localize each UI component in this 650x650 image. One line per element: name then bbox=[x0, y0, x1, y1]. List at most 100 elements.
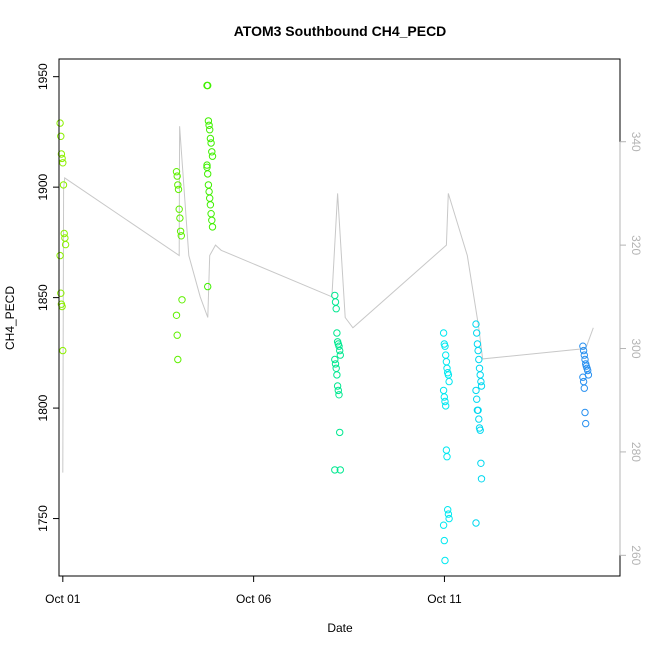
data-point bbox=[206, 194, 214, 202]
data-point bbox=[172, 311, 181, 319]
plot-frame bbox=[58, 58, 621, 577]
data-point bbox=[442, 402, 450, 410]
data-point bbox=[208, 223, 217, 231]
data-point bbox=[582, 419, 590, 428]
data-point bbox=[57, 289, 65, 297]
series-line bbox=[62, 126, 594, 473]
data-point bbox=[579, 342, 587, 350]
data-point bbox=[443, 453, 451, 461]
data-point bbox=[204, 170, 212, 178]
data-point bbox=[444, 506, 452, 514]
data-point bbox=[580, 351, 588, 359]
data-point bbox=[172, 168, 181, 176]
data-point bbox=[335, 391, 343, 399]
right-tick-label: 320 bbox=[629, 235, 643, 255]
plot-border bbox=[58, 58, 621, 577]
data-point bbox=[206, 126, 214, 134]
line-layer bbox=[62, 126, 594, 473]
data-point bbox=[445, 514, 453, 523]
data-point bbox=[477, 382, 486, 390]
data-point bbox=[579, 377, 588, 386]
left-tick-label: 1800 bbox=[36, 394, 50, 421]
data-point bbox=[173, 172, 181, 180]
data-point bbox=[59, 346, 67, 355]
data-point bbox=[579, 373, 587, 381]
data-point bbox=[61, 234, 69, 242]
data-point bbox=[579, 346, 588, 355]
data-point bbox=[444, 510, 453, 518]
data-point bbox=[208, 148, 216, 156]
data-point bbox=[442, 351, 450, 359]
data-point bbox=[208, 216, 216, 225]
data-point bbox=[442, 446, 451, 454]
data-point bbox=[178, 296, 186, 304]
right-tick-label: 280 bbox=[629, 442, 643, 462]
right-tick-label: 340 bbox=[629, 132, 643, 152]
data-point bbox=[472, 519, 480, 527]
bottom-axis: Oct 01 Oct 06 Oct 11 bbox=[45, 575, 462, 606]
data-point bbox=[336, 346, 344, 355]
data-point bbox=[331, 360, 340, 368]
data-point bbox=[331, 291, 339, 300]
data-point bbox=[332, 364, 340, 372]
data-point bbox=[177, 232, 186, 240]
data-point bbox=[57, 150, 66, 158]
data-point bbox=[61, 240, 70, 249]
data-point bbox=[333, 371, 341, 379]
data-point bbox=[476, 371, 484, 379]
data-point bbox=[584, 366, 592, 375]
data-point bbox=[441, 397, 449, 406]
right-tick-label: 300 bbox=[629, 339, 643, 359]
data-point bbox=[473, 340, 482, 348]
data-point bbox=[204, 81, 212, 90]
data-point bbox=[204, 117, 213, 125]
data-point bbox=[472, 386, 480, 395]
data-point bbox=[332, 305, 340, 313]
data-point bbox=[473, 329, 481, 337]
data-point bbox=[477, 377, 485, 386]
left-tick-label: 1950 bbox=[36, 63, 50, 90]
data-point bbox=[59, 159, 67, 167]
data-point bbox=[335, 342, 343, 350]
data-point bbox=[475, 355, 483, 364]
right-tick-label: 260 bbox=[629, 545, 643, 565]
data-point bbox=[333, 329, 341, 337]
data-point bbox=[440, 536, 448, 545]
data-point bbox=[336, 351, 344, 359]
data-point bbox=[581, 408, 589, 417]
data-point bbox=[440, 393, 448, 401]
data-point bbox=[56, 251, 64, 260]
data-point bbox=[473, 395, 481, 403]
data-point bbox=[208, 152, 217, 160]
data-point bbox=[445, 377, 453, 386]
data-point bbox=[206, 201, 215, 209]
data-point bbox=[477, 475, 486, 483]
data-point bbox=[331, 466, 339, 474]
data-point bbox=[439, 329, 448, 337]
data-point bbox=[176, 227, 185, 236]
data-point bbox=[336, 466, 344, 474]
data-point bbox=[441, 342, 449, 350]
data-point bbox=[334, 386, 342, 395]
data-point bbox=[205, 187, 213, 196]
data-point bbox=[441, 556, 449, 565]
y-axis-label: CH4_PECD bbox=[3, 286, 17, 350]
right-axis: 260 280 300 320 340 bbox=[619, 132, 643, 566]
data-point bbox=[439, 386, 448, 395]
data-point bbox=[205, 121, 213, 130]
data-point bbox=[204, 282, 212, 291]
data-point bbox=[580, 384, 588, 392]
data-point bbox=[475, 364, 484, 372]
data-point bbox=[174, 185, 183, 194]
data-point bbox=[442, 358, 451, 366]
data-point bbox=[474, 406, 482, 414]
data-point bbox=[176, 214, 184, 222]
data-point bbox=[475, 415, 483, 423]
data-point bbox=[474, 346, 482, 355]
left-tick-label: 1750 bbox=[36, 505, 50, 532]
bottom-tick-label: Oct 06 bbox=[236, 592, 272, 606]
data-point bbox=[439, 521, 448, 529]
data-point bbox=[207, 210, 215, 218]
chart-title: ATOM3 Southbound CH4_PECD bbox=[234, 23, 447, 39]
